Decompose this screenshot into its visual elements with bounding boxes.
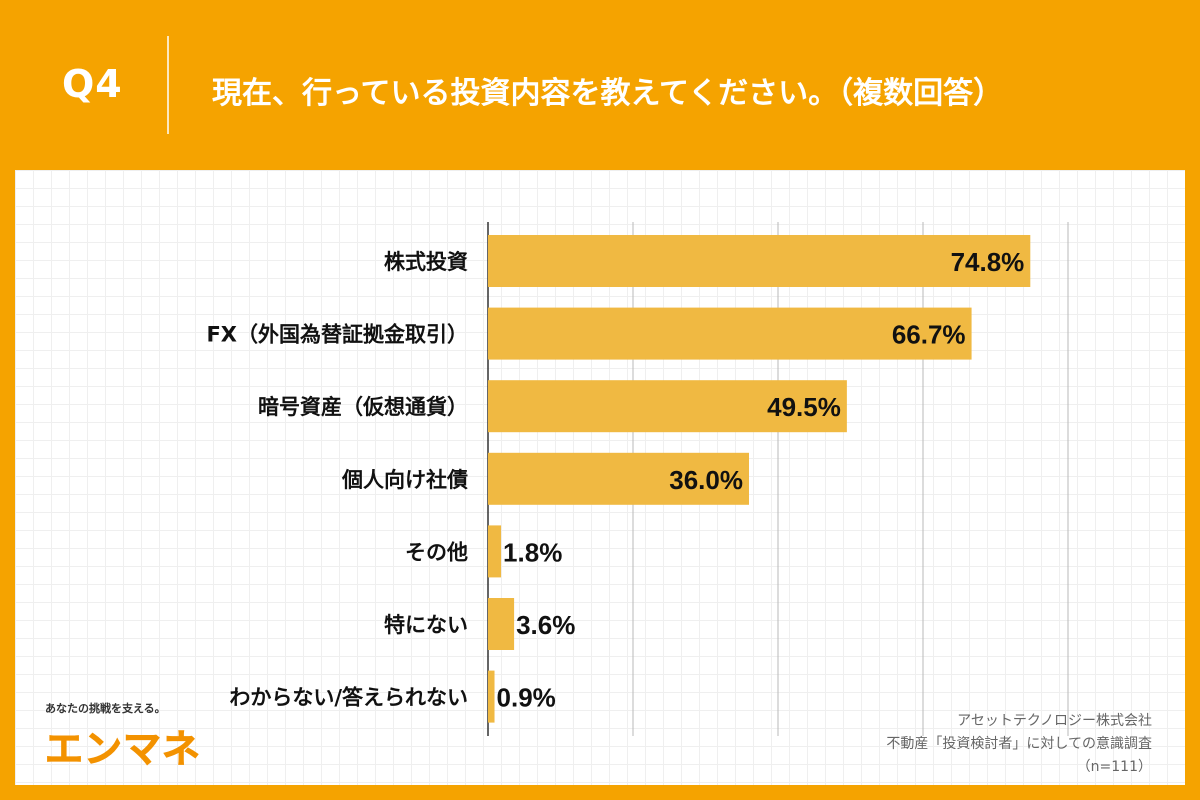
credit-sample: （n=111） — [1076, 759, 1152, 775]
category-label: FX（外国為替証拠金取引） — [206, 323, 468, 347]
survey-credit: アセットテクノロジー株式会社 不動産「投資検討者」に対しての意識調査 （n=11… — [886, 710, 1152, 779]
header-divider — [167, 36, 169, 134]
category-label: 暗号資産（仮想通貨） — [258, 395, 468, 419]
value-label: 1.8% — [503, 537, 562, 567]
value-label: 49.5% — [767, 392, 841, 422]
question-title: 現在、行っている投資内容を教えてください。（複数回答） — [212, 76, 1004, 111]
value-label: 36.0% — [669, 465, 743, 495]
bar — [488, 307, 972, 360]
bar — [488, 670, 495, 723]
bar — [488, 380, 847, 433]
value-label: 0.9% — [497, 683, 556, 713]
bar — [488, 525, 502, 578]
question-number: Q4 — [62, 62, 123, 106]
value-label: 3.6% — [516, 610, 575, 640]
category-label: 特にない — [384, 613, 468, 637]
header: Q4 現在、行っている投資内容を教えてください。（複数回答） — [0, 0, 1200, 170]
logo-wordmark: エンマネ — [44, 727, 202, 772]
bar — [488, 452, 749, 505]
logo-tagline: あなたの挑戦を支える。 — [45, 702, 166, 715]
category-label: 株式投資 — [384, 250, 468, 274]
value-label: 74.8% — [951, 247, 1025, 277]
credit-survey: 不動産「投資検討者」に対しての意識調査 — [886, 736, 1152, 752]
bars — [488, 235, 1031, 723]
logo: あなたの挑戦を支える。 エンマネ — [44, 700, 202, 773]
bar — [488, 235, 1031, 287]
category-label: その他 — [405, 540, 468, 564]
value-labels: 74.8% 66.7% 49.5% 36.0% 1.8% 3.6% 0.9% — [497, 247, 1025, 713]
value-label: 66.7% — [892, 320, 966, 350]
category-label: 個人向け社債 — [341, 468, 468, 492]
bar — [488, 598, 515, 650]
category-labels: 株式投資 FX（外国為替証拠金取引） 暗号資産（仮想通貨） 個人向け社債その他特にない… — [206, 250, 468, 710]
category-label: わからない/答えられない — [229, 686, 468, 710]
credit-company: アセットテクノロジー株式会社 — [957, 713, 1152, 729]
